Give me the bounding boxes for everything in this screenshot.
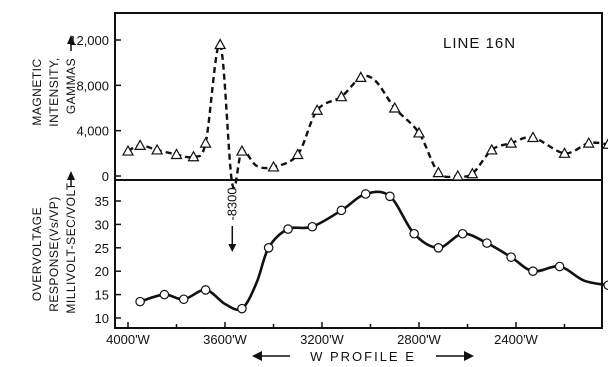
magnetic-intensity-line — [127, 43, 608, 189]
x-tick-label: 2400'W — [494, 332, 538, 347]
minimum-arrow-icon — [228, 244, 237, 252]
bottom-y-axis-title: OVERVOLTAGE RESPONSE(Vs/VP) MILLIVOLT-SE… — [30, 171, 78, 314]
magnetic-data-point — [311, 104, 324, 115]
overvoltage-data-point — [603, 280, 608, 291]
magnetic-data-point — [558, 147, 571, 158]
magnetic-data-point — [187, 150, 200, 162]
x-axis-title: W PROFILE E — [252, 349, 474, 364]
x-axis-left-arrow-icon — [252, 351, 290, 361]
overvoltage-data-point — [457, 228, 468, 239]
overvoltage-response-markers — [135, 189, 608, 314]
top-ylabel-line-1: MAGNETIC — [30, 58, 44, 125]
magnetic-data-point — [354, 71, 367, 82]
x-axis-label: W PROFILE E — [310, 349, 416, 364]
top-y-tick-label: 8,000 — [76, 78, 109, 93]
magnetic-data-point — [432, 166, 445, 178]
overvoltage-data-point — [482, 238, 492, 248]
overvoltage-data-point — [159, 289, 170, 300]
bottom-y-tick-label: 15 — [95, 288, 109, 303]
overvoltage-data-point — [135, 296, 145, 307]
overvoltage-data-point — [360, 189, 371, 199]
axis-ticks — [115, 39, 566, 328]
top-plot-frame — [114, 12, 603, 181]
x-tick-label: 3200'W — [300, 332, 344, 347]
overvoltage-data-point — [433, 243, 444, 253]
top-ylabel-line-2: INTENSITY, — [47, 57, 61, 126]
overvoltage-data-point — [283, 224, 293, 234]
x-tick-label: 3600'W — [203, 332, 247, 347]
top-y-axis-title: MAGNETIC INTENSITY, GAMMAS — [30, 35, 78, 127]
overvoltage-response-line — [139, 190, 608, 312]
x-tick-label: 4000'W — [106, 332, 150, 347]
overvoltage-data-point — [200, 285, 211, 295]
magnetic-data-point — [388, 101, 401, 113]
minimum-annotation: -8300 — [224, 187, 239, 252]
magnetic-data-point — [526, 131, 539, 143]
overvoltage-data-point — [528, 266, 538, 276]
magnetic-data-point — [466, 167, 479, 179]
magnetic-data-point — [291, 148, 304, 160]
magnetic-data-point — [235, 144, 248, 156]
overvoltage-data-point — [307, 221, 318, 232]
magnetic-data-point — [412, 126, 426, 138]
top-ylabel-arrow-icon — [67, 35, 75, 51]
magnetic-data-point — [121, 144, 135, 156]
overvoltage-data-point — [385, 191, 395, 202]
top-y-tick-label: 0 — [102, 169, 109, 184]
magnetic-data-point — [267, 160, 280, 172]
top-y-tick-label: 12,000 — [69, 33, 109, 48]
magnetic-data-point — [214, 38, 227, 50]
magnetic-data-point — [335, 90, 348, 102]
overvoltage-data-point — [409, 228, 419, 239]
magnetic-intensity-markers — [121, 38, 608, 181]
magnetic-data-point — [199, 136, 212, 148]
bottom-ylabel-line-3: MILLIVOLT-SEC/VOLT — [64, 182, 78, 313]
bottom-y-tick-label: 20 — [95, 264, 109, 279]
overvoltage-data-point — [237, 303, 247, 314]
overvoltage-data-point — [554, 261, 565, 272]
top-ylabel-line-3: GAMMAS — [64, 58, 78, 114]
magnetic-data-point — [170, 148, 183, 160]
bottom-ylabel-arrow-icon — [67, 171, 75, 187]
magnetic-data-point — [151, 143, 164, 155]
minimum-value-label: -8300 — [224, 187, 239, 220]
bottom-y-tick-label: 35 — [95, 194, 109, 209]
overvoltage-data-point — [263, 243, 274, 253]
overvoltage-data-point — [506, 252, 516, 262]
x-tick-label: 2800'W — [397, 332, 441, 347]
magnetic-data-point — [485, 143, 498, 155]
bottom-ylabel-line-2: RESPONSE(Vs/VP) — [47, 196, 61, 312]
line-annotation: LINE 16N — [443, 35, 516, 52]
magnetic-data-point — [451, 169, 464, 181]
plot-frames — [114, 12, 603, 329]
bottom-y-tick-label: 10 — [95, 311, 109, 326]
magnetic-data-point — [505, 136, 518, 148]
bottom-plot-frame — [114, 179, 603, 329]
axis-tick-labels: 0 4,000 8,000 12,000 10 15 20 25 30 35 4000'W 3600'… — [69, 33, 538, 347]
overvoltage-data-point — [336, 205, 347, 216]
bottom-ylabel-line-1: OVERVOLTAGE — [30, 207, 44, 301]
magnetic-data-point — [582, 136, 595, 148]
top-y-tick-label: 4,000 — [76, 124, 109, 139]
magnetic-data-point — [602, 138, 608, 149]
overvoltage-data-point — [178, 294, 189, 305]
bottom-y-tick-label: 30 — [95, 217, 109, 232]
magnetic-data-point — [134, 139, 147, 150]
bottom-y-tick-label: 25 — [95, 241, 109, 256]
x-axis-right-arrow-icon — [436, 351, 474, 361]
